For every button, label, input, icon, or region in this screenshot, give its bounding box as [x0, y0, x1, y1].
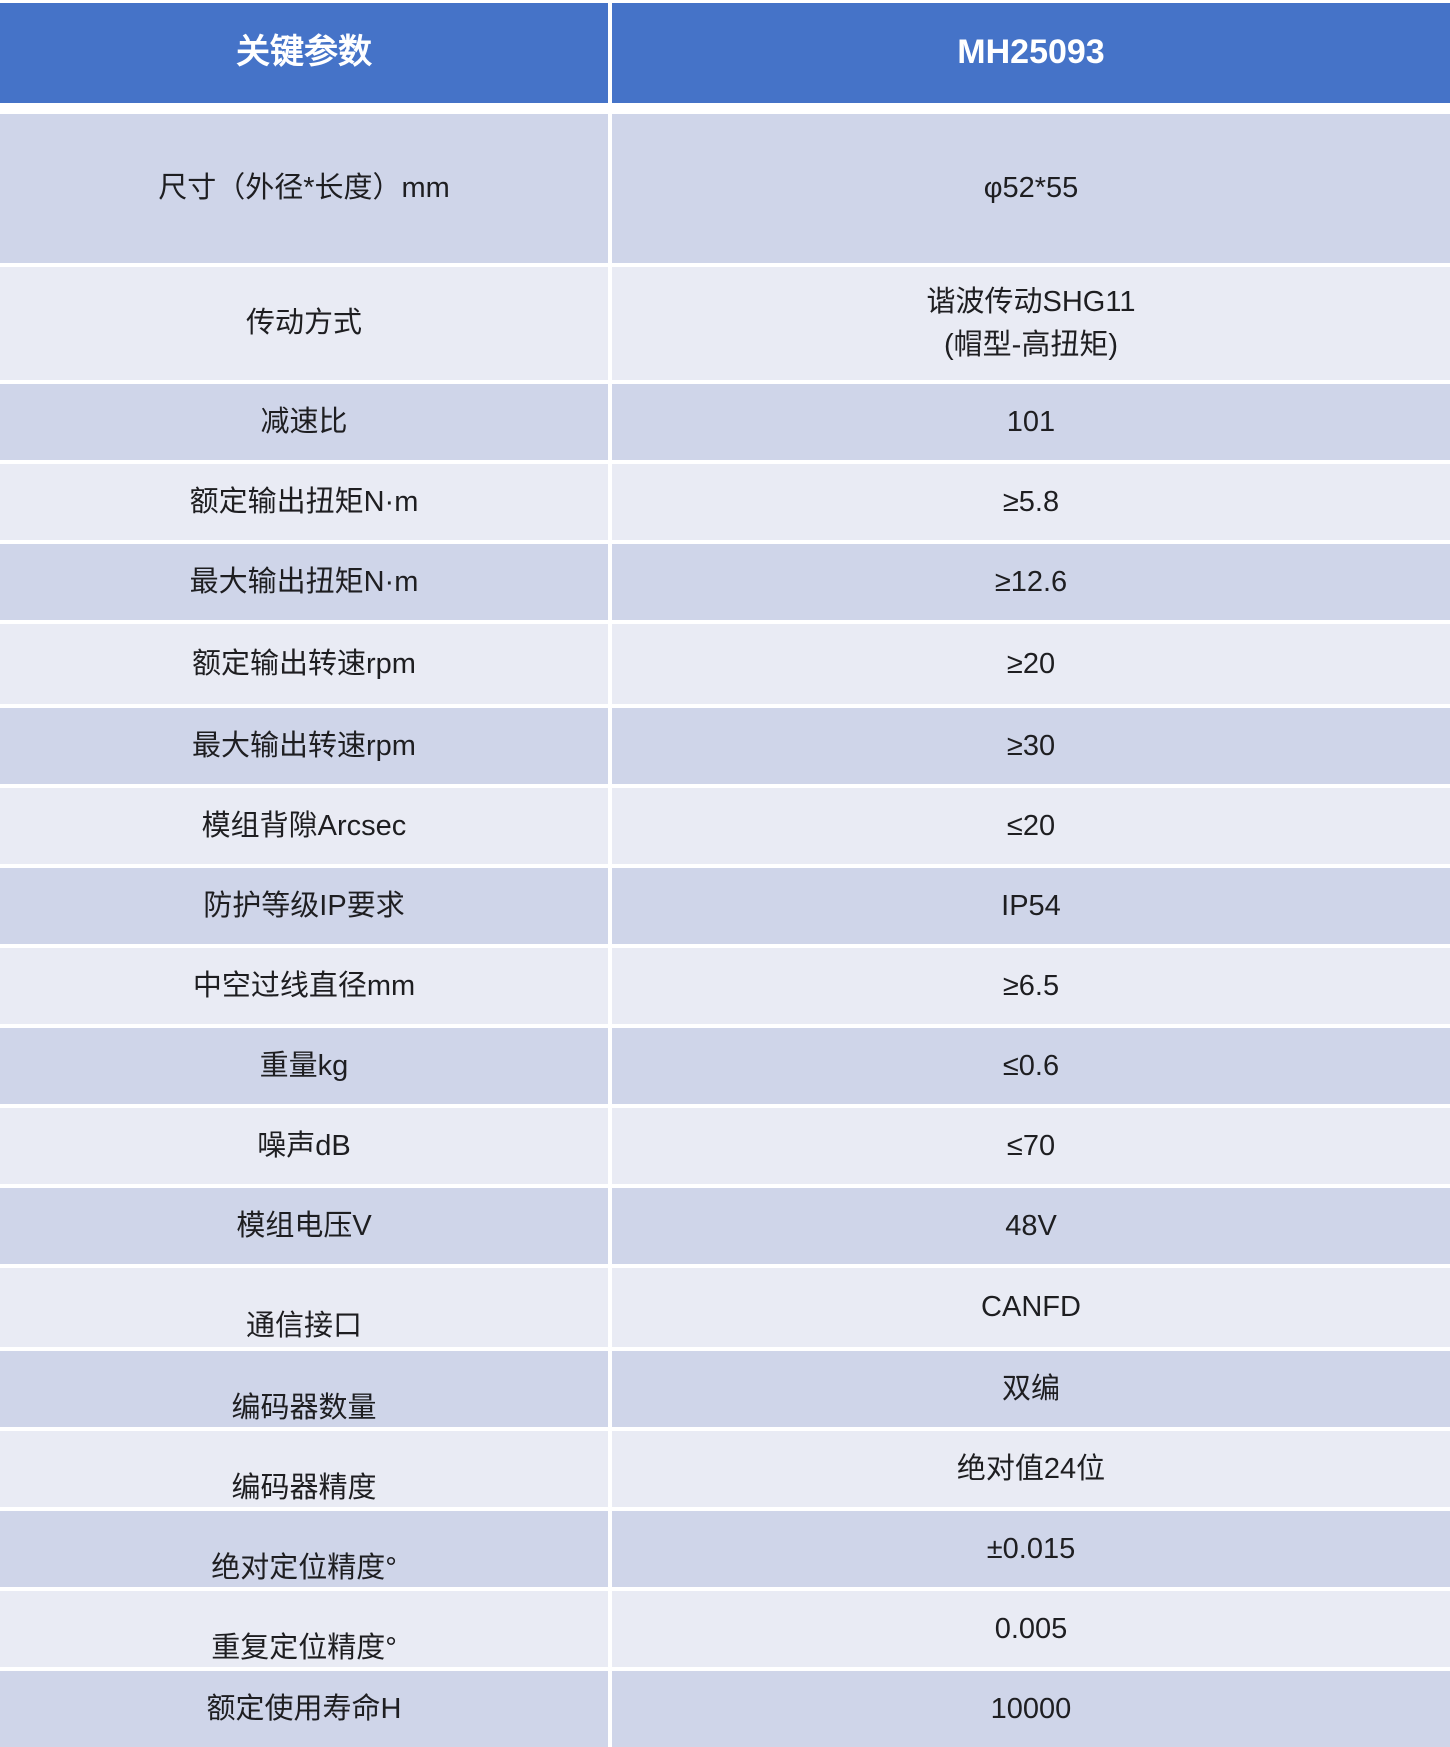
table-row: 尺寸（外径*长度）mm φ52*55 — [0, 114, 1450, 263]
table-row: 重量kg ≤0.6 — [0, 1028, 1450, 1104]
param-value: 10000 — [612, 1671, 1450, 1747]
table-row: 编码器数量 双编 — [0, 1351, 1450, 1427]
table-row: 模组背隙Arcsec ≤20 — [0, 788, 1450, 864]
param-value: ≥6.5 — [612, 948, 1450, 1024]
param-value: 绝对值24位 — [612, 1431, 1450, 1507]
param-value: ±0.015 — [612, 1511, 1450, 1587]
param-label: 通信接口 — [0, 1268, 608, 1347]
param-value: φ52*55 — [612, 114, 1450, 263]
param-value: 101 — [612, 384, 1450, 460]
param-value: ≥5.8 — [612, 464, 1450, 540]
param-label: 传动方式 — [0, 267, 608, 380]
model-header-label: MH25093 — [957, 33, 1105, 72]
param-value: 48V — [612, 1188, 1450, 1264]
column-divider — [608, 1108, 612, 1184]
column-divider — [608, 708, 612, 784]
column-divider — [608, 1511, 612, 1587]
param-label: 噪声dB — [0, 1108, 608, 1184]
param-label: 额定输出转速rpm — [0, 624, 608, 704]
param-value: ≤20 — [612, 788, 1450, 864]
table-row: 编码器精度 绝对值24位 — [0, 1431, 1450, 1507]
param-label: 编码器数量 — [0, 1351, 608, 1427]
param-label: 模组电压V — [0, 1188, 608, 1264]
table-row: 最大输出扭矩N·m ≥12.6 — [0, 544, 1450, 620]
column-divider — [608, 1028, 612, 1104]
param-label: 尺寸（外径*长度）mm — [0, 114, 608, 263]
param-label: 额定输出扭矩N·m — [0, 464, 608, 540]
table-row: 额定使用寿命H 10000 — [0, 1671, 1450, 1747]
param-label: 模组背隙Arcsec — [0, 788, 608, 864]
param-value: ≥12.6 — [612, 544, 1450, 620]
column-divider — [608, 1188, 612, 1264]
param-header-label: 关键参数 — [236, 33, 372, 72]
table-row: 传动方式 谐波传动SHG11 (帽型-高扭矩) — [0, 267, 1450, 380]
column-divider — [608, 464, 612, 540]
param-value: CANFD — [612, 1268, 1450, 1347]
param-label: 额定使用寿命H — [0, 1671, 608, 1747]
column-divider — [608, 114, 612, 263]
param-label: 重量kg — [0, 1028, 608, 1104]
table-row: 中空过线直径mm ≥6.5 — [0, 948, 1450, 1024]
table-header-row: 关键参数 MH25093 — [0, 3, 1450, 103]
model-header-cell: MH25093 — [612, 3, 1450, 103]
column-divider — [608, 788, 612, 864]
table-row: 重复定位精度° 0.005 — [0, 1591, 1450, 1667]
table-row: 额定输出扭矩N·m ≥5.8 — [0, 464, 1450, 540]
column-divider — [608, 1591, 612, 1667]
table-row: 绝对定位精度° ±0.015 — [0, 1511, 1450, 1587]
column-divider — [608, 624, 612, 704]
table-row: 通信接口 CANFD — [0, 1268, 1450, 1347]
param-label: 编码器精度 — [0, 1431, 608, 1507]
param-label: 最大输出扭矩N·m — [0, 544, 608, 620]
param-label: 中空过线直径mm — [0, 948, 608, 1024]
column-divider — [608, 948, 612, 1024]
param-value: 0.005 — [612, 1591, 1450, 1667]
param-value: ≤0.6 — [612, 1028, 1450, 1104]
table-row: 减速比 101 — [0, 384, 1450, 460]
param-value: 双编 — [612, 1351, 1450, 1427]
table-row: 噪声dB ≤70 — [0, 1108, 1450, 1184]
param-value: 谐波传动SHG11 (帽型-高扭矩) — [612, 267, 1450, 380]
param-label: 重复定位精度° — [0, 1591, 608, 1667]
param-header-cell: 关键参数 — [0, 3, 608, 103]
table-row: 模组电压V 48V — [0, 1188, 1450, 1264]
table-row: 最大输出转速rpm ≥30 — [0, 708, 1450, 784]
param-label: 绝对定位精度° — [0, 1511, 608, 1587]
column-divider — [608, 544, 612, 620]
table-row: 额定输出转速rpm ≥20 — [0, 624, 1450, 704]
param-value: ≤70 — [612, 1108, 1450, 1184]
column-divider — [608, 384, 612, 460]
param-value: ≥20 — [612, 624, 1450, 704]
param-label: 最大输出转速rpm — [0, 708, 608, 784]
param-label: 防护等级IP要求 — [0, 868, 608, 944]
column-divider — [608, 1268, 612, 1347]
column-divider — [608, 1671, 612, 1747]
column-divider — [608, 1351, 612, 1427]
param-label: 减速比 — [0, 384, 608, 460]
column-divider — [608, 868, 612, 944]
column-divider — [608, 1431, 612, 1507]
column-divider — [608, 267, 612, 380]
column-divider — [608, 3, 612, 103]
param-value: ≥30 — [612, 708, 1450, 784]
table-row: 防护等级IP要求 IP54 — [0, 868, 1450, 944]
param-value: IP54 — [612, 868, 1450, 944]
